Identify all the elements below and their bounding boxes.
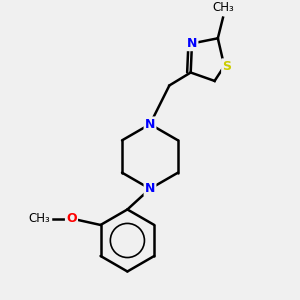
Text: N: N [145, 182, 155, 195]
Text: N: N [187, 37, 197, 50]
Text: O: O [66, 212, 77, 225]
Text: N: N [145, 118, 155, 131]
Text: S: S [222, 60, 231, 73]
Text: CH₃: CH₃ [28, 212, 50, 225]
Text: CH₃: CH₃ [212, 2, 234, 14]
